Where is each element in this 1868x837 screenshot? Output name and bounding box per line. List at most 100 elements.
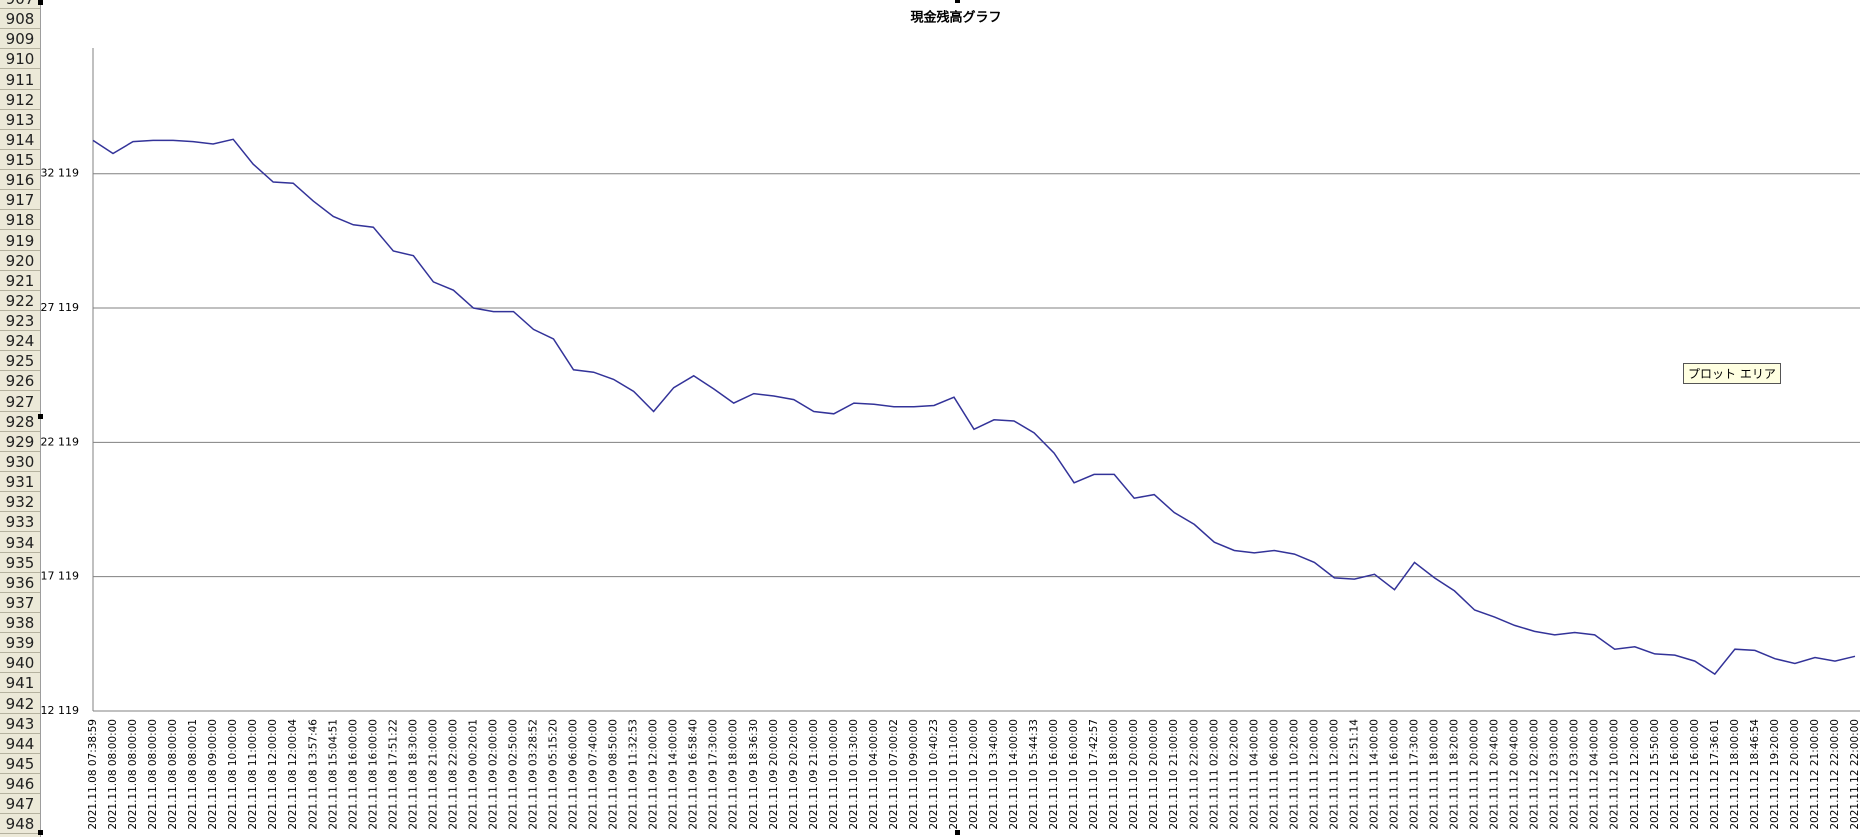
x-tick-label: 2021.11.08 08:00:00 — [107, 719, 119, 830]
row-number: 921 — [0, 271, 40, 291]
row-headers: 9079089099109119129139149159169179189199… — [0, 0, 41, 837]
selection-handle — [955, 0, 960, 3]
x-tick-label: 2021.11.08 21:00:00 — [427, 719, 439, 830]
x-tick-label: 2021.11.11 04:00:00 — [1248, 719, 1260, 830]
row-number: 926 — [0, 371, 40, 392]
x-tick-label: 2021.11.08 16:00:00 — [367, 719, 379, 830]
row-number: 937 — [0, 593, 40, 613]
x-tick-label: 2021.11.09 00:20:01 — [467, 719, 479, 830]
row-number: 948 — [0, 814, 40, 835]
x-tick-label: 2021.11.10 10:40:23 — [928, 719, 940, 830]
x-tick-label: 2021.11.11 06:00:00 — [1268, 719, 1280, 830]
row-number: 924 — [0, 331, 40, 352]
x-tick-label: 2021.11.11 14:00:00 — [1368, 719, 1380, 830]
x-tick-label: 2021.11.09 07:40:00 — [588, 719, 600, 830]
x-tick-label: 2021.11.08 08:00:00 — [167, 719, 179, 830]
x-tick-label: 2021.11.11 20:40:00 — [1489, 719, 1501, 830]
x-tick-label: 2021.11.08 18:30:00 — [407, 719, 419, 830]
x-tick-label: 2021.11.09 16:58:40 — [688, 719, 700, 830]
row-number: 941 — [0, 673, 40, 694]
x-tick-label: 2021.11.11 17:30:00 — [1409, 719, 1421, 830]
selection-handle — [38, 830, 43, 835]
y-tick-label: 27 119 — [41, 301, 80, 314]
row-number: 915 — [0, 150, 40, 171]
x-tick-label: 2021.11.08 12:00:00 — [267, 719, 279, 830]
y-tick-label: 12 119 — [41, 704, 80, 717]
x-tick-label: 2021.11.10 01:30:00 — [848, 719, 860, 830]
x-tick-label: 2021.11.09 02:00:00 — [487, 719, 499, 830]
row-number: 919 — [0, 231, 40, 251]
row-number: 923 — [0, 311, 40, 332]
x-tick-label: 2021.11.10 01:00:00 — [828, 719, 840, 830]
x-tick-label: 2021.11.09 12:00:00 — [648, 719, 660, 830]
data-line — [92, 138, 1856, 676]
row-number: 920 — [0, 251, 40, 271]
row-number: 912 — [0, 90, 40, 110]
row-number: 927 — [0, 392, 40, 412]
row-number: 943 — [0, 714, 40, 734]
row-number: 917 — [0, 190, 40, 211]
x-tick-label: 2021.11.10 17:42:57 — [1088, 719, 1100, 830]
row-number: 932 — [0, 492, 40, 513]
row-number: 939 — [0, 633, 40, 654]
x-tick-label: 2021.11.08 08:00:00 — [127, 719, 139, 830]
row-number: 907 — [0, 0, 40, 9]
chart-title: 現金残高グラフ — [910, 10, 1001, 26]
y-tick-label: 17 119 — [41, 570, 80, 583]
x-tick-label: 2021.11.11 12:00:00 — [1328, 719, 1340, 830]
x-tick-label: 2021.11.12 02:00:00 — [1529, 719, 1541, 830]
x-tick-label: 2021.11.09 05:15:20 — [548, 719, 560, 830]
x-tick-label: 2021.11.08 09:00:00 — [207, 719, 219, 830]
x-tick-label: 2021.11.10 09:00:00 — [908, 719, 920, 830]
y-tick-label: 22 119 — [41, 435, 80, 448]
selection-handle — [38, 414, 43, 419]
x-tick-label: 2021.11.10 12:00:00 — [968, 719, 980, 830]
x-tick-label: 2021.11.11 16:00:00 — [1388, 719, 1400, 830]
y-tick-label: 32 119 — [41, 167, 80, 180]
tooltip: プロット エリア — [1683, 363, 1781, 384]
row-number: 909 — [0, 29, 40, 50]
x-tick-label: 2021.11.12 22:00:00 — [1829, 719, 1841, 830]
x-tick-label: 2021.11.11 18:00:00 — [1429, 719, 1441, 830]
x-tick-label: 2021.11.08 08:00:01 — [187, 719, 199, 830]
x-tick-label: 2021.11.10 07:00:02 — [888, 719, 900, 830]
x-tick-label: 2021.11.08 10:00:00 — [227, 719, 239, 830]
x-tick-label: 2021.11.11 18:20:00 — [1449, 719, 1461, 830]
row-number: 925 — [0, 351, 40, 372]
x-tick-label: 2021.11.08 13:57:46 — [307, 719, 319, 830]
x-tick-label: 2021.11.12 17:36:01 — [1709, 719, 1721, 830]
row-number: 910 — [0, 49, 40, 70]
x-tick-label: 2021.11.12 16:00:00 — [1689, 719, 1701, 830]
row-number: 908 — [0, 9, 40, 30]
row-number: 947 — [0, 794, 40, 815]
x-tick-label: 2021.11.10 22:00:00 — [1188, 719, 1200, 830]
x-tick-label: 2021.11.08 12:00:04 — [287, 719, 299, 830]
x-tick-label: 2021.11.08 07:38:59 — [87, 719, 99, 830]
x-tick-label: 2021.11.08 22:00:00 — [447, 719, 459, 830]
selection-handle — [955, 830, 960, 835]
x-tick-label: 2021.11.08 17:51:22 — [387, 719, 399, 830]
x-tick-label: 2021.11.11 02:20:00 — [1228, 719, 1240, 830]
row-number: 944 — [0, 734, 40, 754]
x-tick-label: 2021.11.09 08:50:00 — [608, 719, 620, 830]
row-number: 931 — [0, 472, 40, 493]
row-number: 913 — [0, 110, 40, 130]
x-tick-label: 2021.11.09 21:00:00 — [808, 719, 820, 830]
x-tick-label: 2021.11.10 14:00:00 — [1008, 719, 1020, 830]
row-number: 911 — [0, 70, 40, 90]
x-tick-label: 2021.11.08 16:00:00 — [347, 719, 359, 830]
row-number: 930 — [0, 452, 40, 472]
x-tick-label: 2021.11.09 03:28:52 — [528, 719, 540, 830]
x-tick-label: 2021.11.10 16:00:00 — [1048, 719, 1060, 830]
x-tick-label: 2021.11.12 10:00:00 — [1609, 719, 1621, 830]
x-tick-label: 2021.11.10 20:00:00 — [1148, 719, 1160, 830]
x-tick-label: 2021.11.12 00:40:00 — [1509, 719, 1521, 830]
x-tick-label: 2021.11.08 11:00:00 — [247, 719, 259, 830]
x-tick-label: 2021.11.12 20:00:00 — [1789, 719, 1801, 830]
x-tick-label: 2021.11.12 16:00:00 — [1669, 719, 1681, 830]
row-number: 936 — [0, 573, 40, 593]
x-tick-label: 2021.11.09 18:36:30 — [748, 719, 760, 830]
row-number: 946 — [0, 774, 40, 795]
